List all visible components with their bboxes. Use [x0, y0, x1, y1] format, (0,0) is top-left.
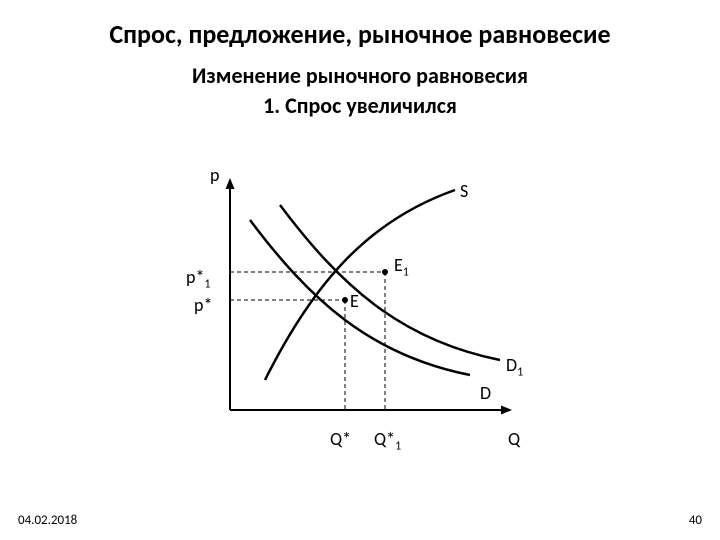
slide-title: Спрос, предложение, рыночное равновесие — [0, 18, 720, 50]
chart-svg — [170, 150, 550, 450]
axes — [226, 178, 513, 415]
footer-date: 04.02.2018 — [18, 513, 77, 528]
slide: Спрос, предложение, рыночное равновесие … — [0, 0, 720, 540]
point-e — [342, 297, 348, 303]
label-p: p — [210, 164, 219, 186]
demand-curve-d — [250, 220, 470, 375]
label-p1: p*1 — [186, 266, 211, 292]
label-pstar: p* — [194, 294, 212, 316]
slide-subtitle-1: Изменение рыночного равновесия — [0, 62, 720, 89]
x-axis-arrow-icon — [501, 406, 512, 415]
label-d: D — [480, 382, 491, 404]
label-e1: E1 — [394, 254, 409, 280]
equilibrium-chart: pSE1Ep*1p*D1DQ*Q*1Q — [170, 150, 550, 450]
label-q1: Q*1 — [374, 428, 401, 454]
label-q: Q — [508, 428, 520, 450]
label-s: S — [460, 180, 468, 202]
demand-curve-d1 — [280, 205, 500, 360]
y-axis-arrow-icon — [226, 178, 235, 189]
label-e: E — [350, 290, 359, 312]
footer-page-number: 40 — [689, 513, 702, 528]
label-d1: D1 — [506, 354, 523, 380]
slide-subtitle-2: 1. Спрос увеличился — [0, 92, 720, 119]
guide-lines — [230, 272, 385, 410]
supply-curve — [265, 190, 455, 380]
point-e1 — [382, 269, 388, 275]
label-qstar: Q* — [330, 428, 351, 450]
